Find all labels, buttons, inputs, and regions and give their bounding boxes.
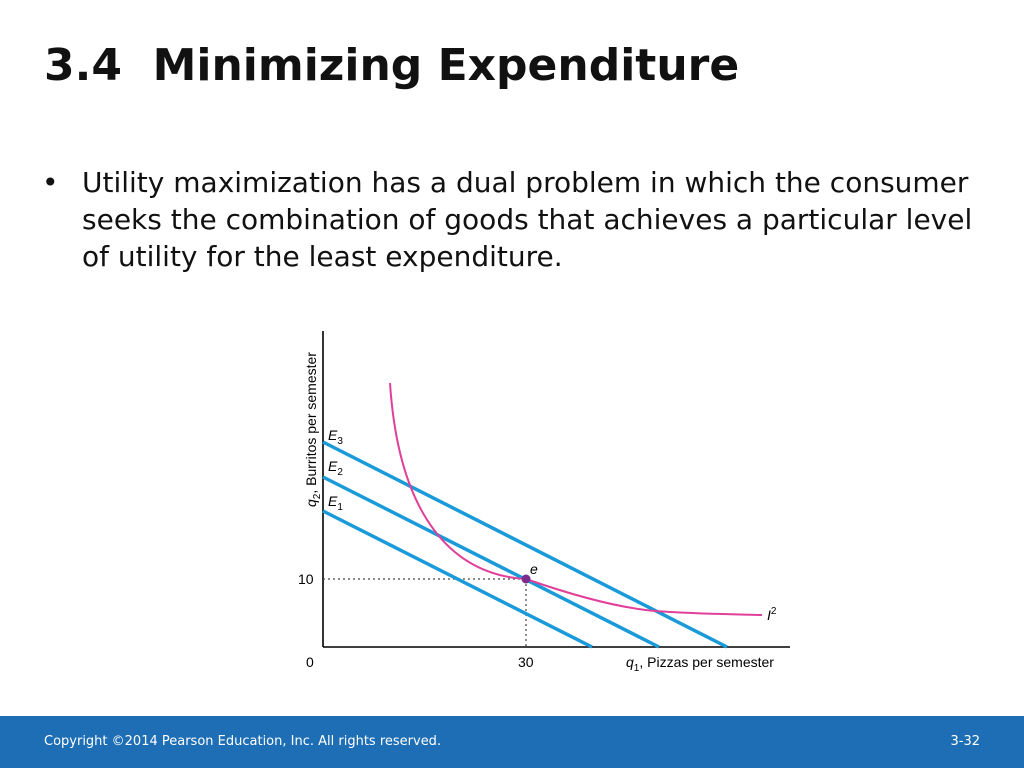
optimum-point — [521, 574, 531, 584]
bullet-text: Utility maximization has a dual problem … — [82, 166, 973, 273]
label-i2: I2 — [767, 606, 777, 623]
x-axis-label: q1, Pizzas per semester — [626, 654, 774, 674]
bullet-dot: • — [42, 166, 59, 199]
label-e3: E3 — [328, 427, 343, 447]
slide-title: 3.4 Minimizing Expenditure — [44, 40, 740, 91]
label-e3-sub: 3 — [337, 436, 343, 447]
label-e1: E1 — [328, 493, 343, 513]
point-label: e — [530, 561, 538, 577]
bullet-item: • Utility maximization has a dual proble… — [42, 164, 982, 275]
label-e2: E2 — [328, 458, 343, 478]
page-number: 3-32 — [950, 734, 980, 749]
budget-line-e2 — [322, 475, 660, 649]
indifference-curve — [389, 382, 763, 616]
y-tick-label: 10 — [298, 571, 314, 587]
budget-line-e3 — [322, 440, 728, 649]
budget-line-e1 — [322, 509, 593, 649]
label-i2-sup: 2 — [771, 606, 777, 617]
expenditure-chart: e E3 E2 E1 I2 10 30 0 q1, Pizzas per sem… — [298, 331, 790, 674]
label-e2-sub: 2 — [337, 467, 343, 478]
x-tick-label: 30 — [518, 654, 534, 670]
copyright-text: Copyright ©2014 Pearson Education, Inc. … — [44, 734, 442, 749]
footer-bar: Copyright ©2014 Pearson Education, Inc. … — [0, 716, 1024, 768]
label-e1-sub: 1 — [337, 502, 343, 513]
origin-label: 0 — [306, 654, 314, 670]
y-axis-label: q2, Burritos per semester — [303, 352, 323, 507]
